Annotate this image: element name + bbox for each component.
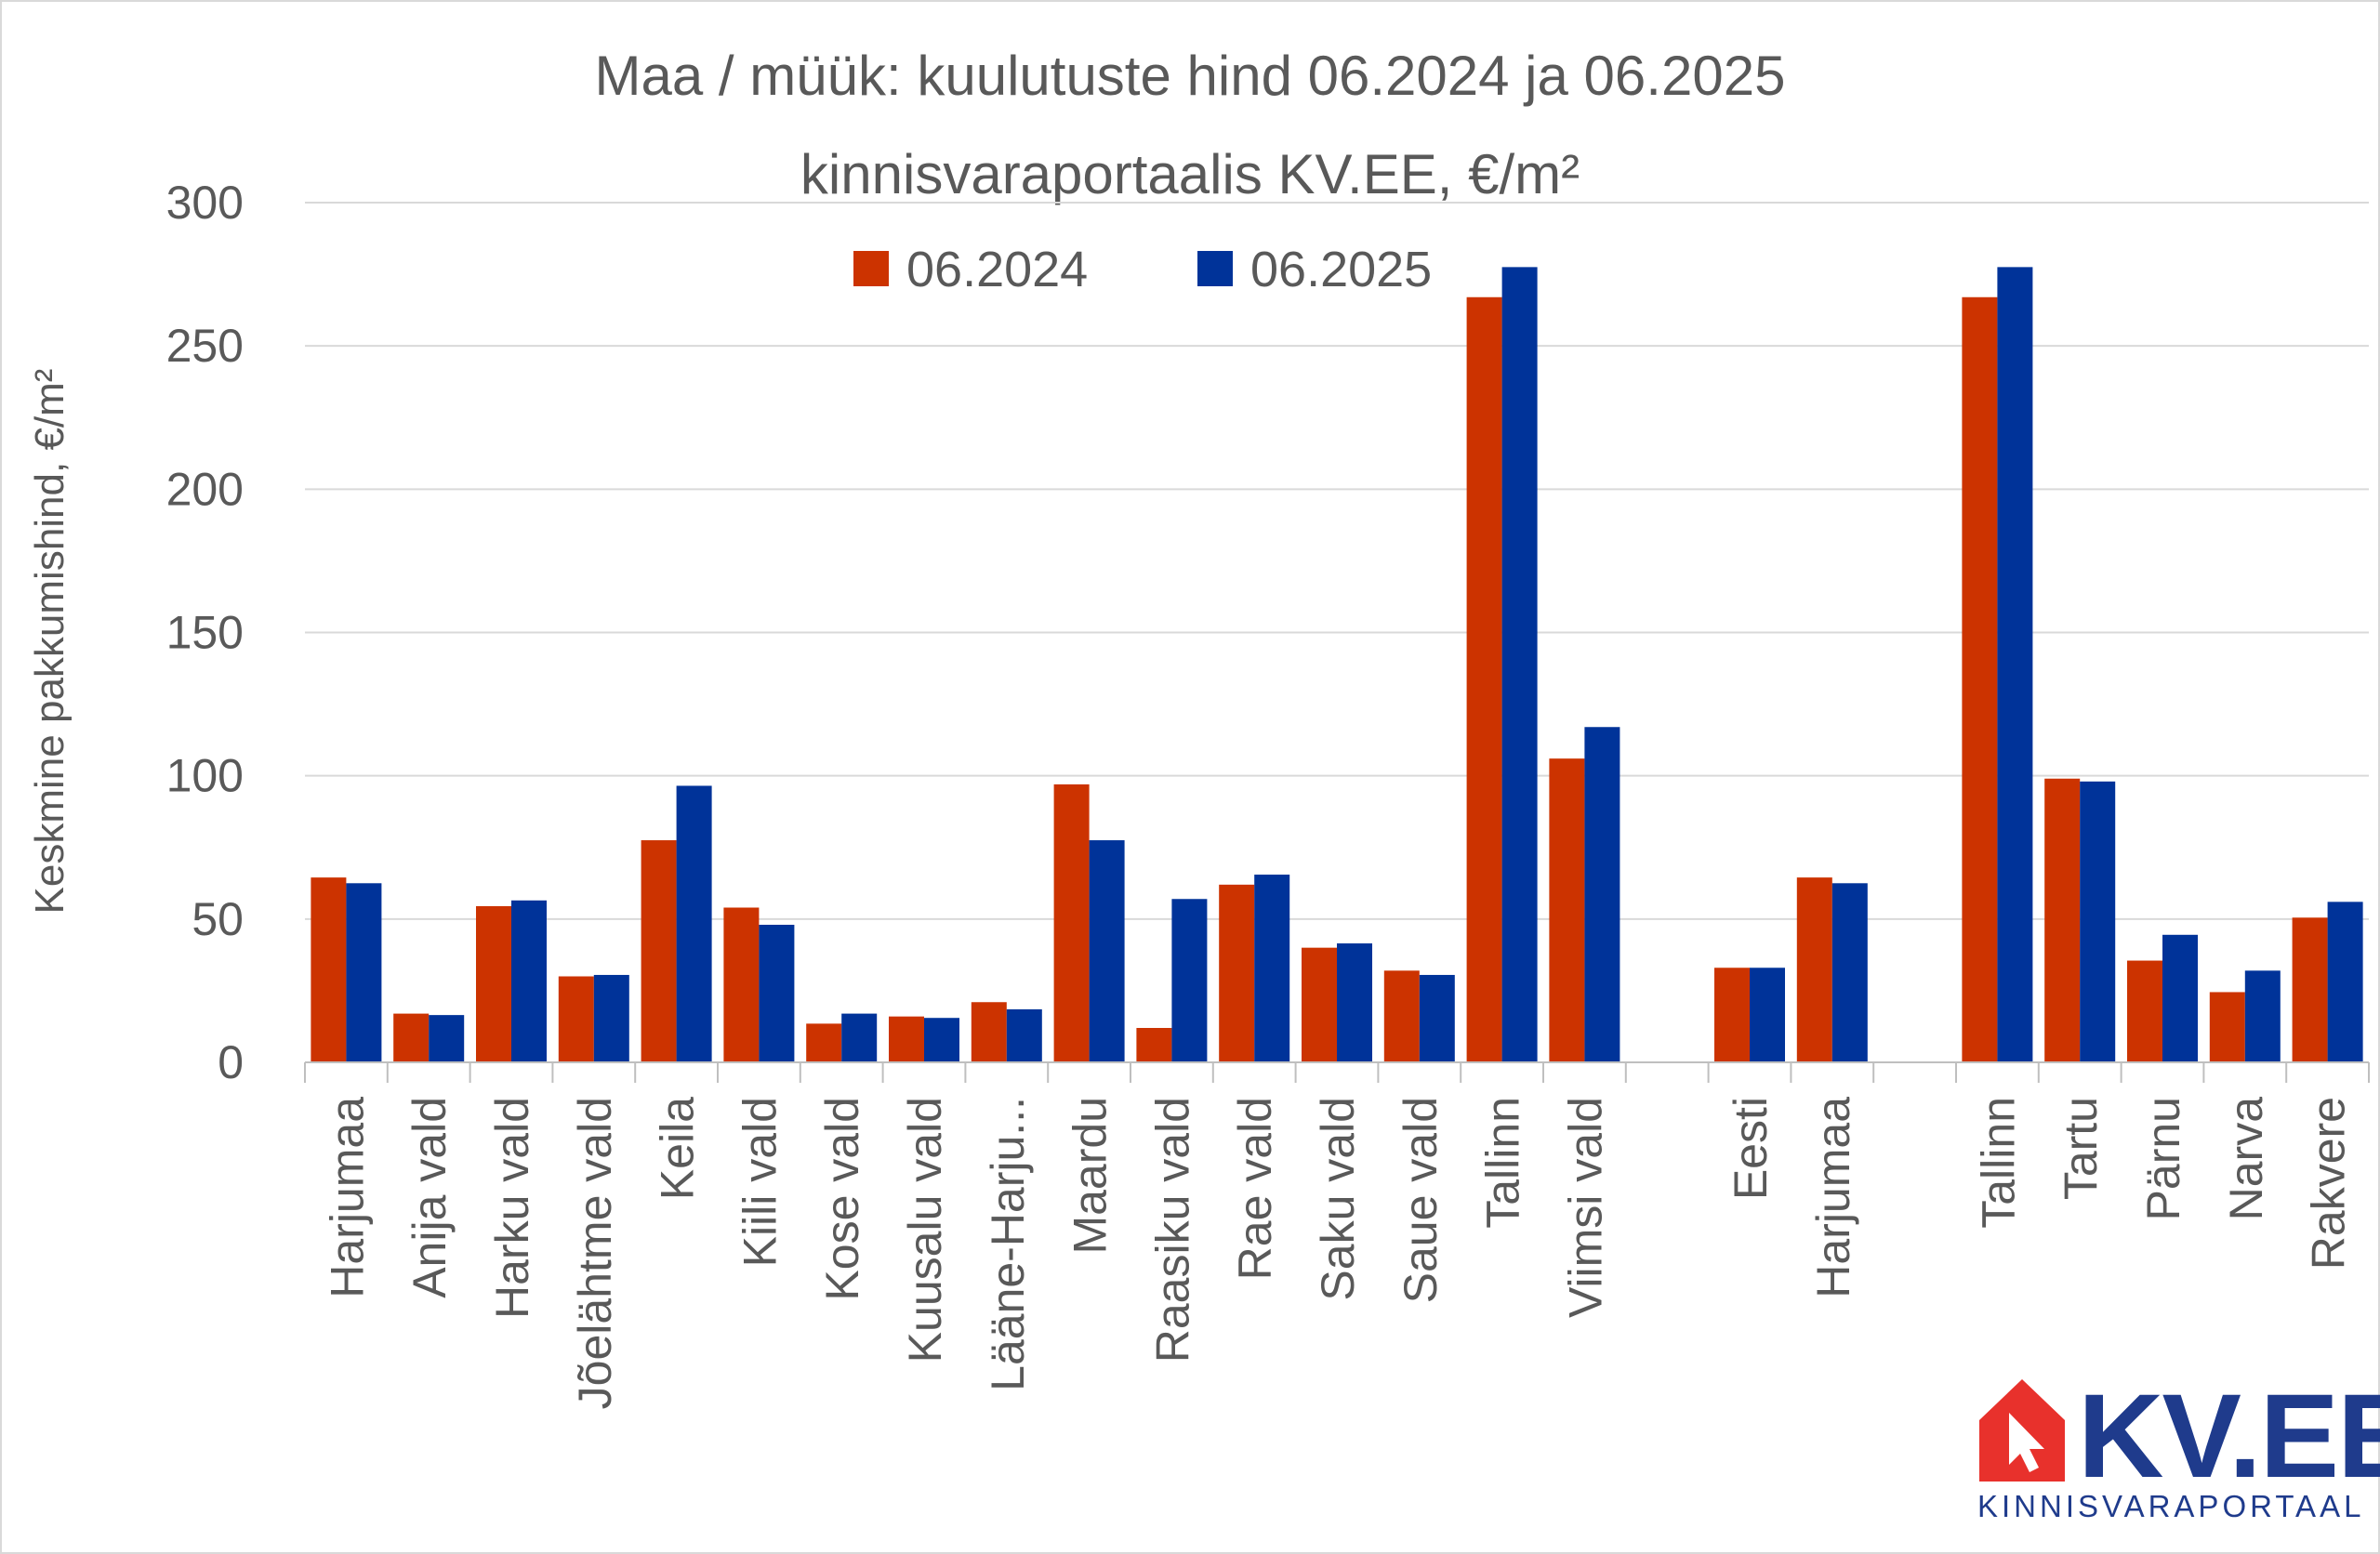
category-label: Pärnu [2137,1097,2189,1220]
bar-06-2024-17 [1714,968,1750,1062]
bar-06-2024-5 [723,907,760,1062]
bar-06-2025-24 [2327,902,2363,1062]
bar-06-2025-6 [841,1013,878,1062]
category-label: Viimsi vald [1559,1097,1611,1318]
category-label: Eesti [1725,1097,1777,1200]
bar-06-2024-10 [1136,1028,1172,1062]
y-tick-label: 100 [166,750,244,802]
y-tick-label: 0 [218,1036,244,1088]
legend-label-2024: 06.2024 [906,242,1088,297]
y-tick-label: 50 [192,893,244,945]
category-label: Rae vald [1229,1097,1281,1280]
bar-06-2025-21 [2080,781,2116,1062]
y-tick-label: 300 [166,177,244,229]
category-label: Anija vald [403,1097,456,1298]
bar-06-2024-9 [1053,784,1090,1062]
logo-brand: KV.EE [2078,1370,2380,1503]
category-label: Narva [2220,1097,2272,1221]
bar-06-2025-3 [593,974,629,1062]
bar-06-2024-2 [476,905,511,1062]
bar-06-2024-4 [641,840,677,1062]
bar-06-2024-8 [971,1002,1007,1062]
bar-06-2024-6 [806,1023,842,1062]
category-label: Harjumaa [321,1097,373,1298]
category-label: Tartu [2055,1097,2107,1200]
bar-06-2024-0 [311,877,347,1062]
category-label: Lääne-Harju... [982,1097,1034,1391]
bar-06-2025-10 [1171,899,1208,1062]
y-tick-label: 200 [166,463,244,515]
category-label: Kuusalu vald [899,1097,951,1363]
legend-label-2025: 06.2025 [1250,242,1432,297]
bar-06-2025-2 [511,900,547,1062]
bar-06-2024-11 [1219,884,1255,1062]
bar-06-2024-13 [1383,970,1420,1062]
bar-06-2025-20 [1997,267,2033,1062]
category-label: Rakvere [2303,1097,2355,1270]
category-label: Harjumaa [1807,1097,1859,1298]
bar-06-2025-22 [2162,934,2198,1062]
category-label: Kiili vald [734,1097,786,1267]
logo-tagline: KINNISVARAPORTAAL [1977,1489,2365,1523]
bar-06-2024-1 [393,1013,430,1062]
bar-06-2024-18 [1796,877,1832,1062]
bar-06-2025-17 [1750,968,1785,1062]
chart-title-line1: Maa / müük: kuulutuste hind 06.2024 ja 0… [595,45,1786,107]
bar-06-2024-14 [1466,296,1502,1062]
bar-06-2025-18 [1831,883,1868,1062]
bar-06-2025-11 [1254,875,1290,1062]
category-label: Tallinn [1972,1097,2024,1229]
bar-06-2025-14 [1501,267,1538,1062]
y-tick-label: 250 [166,320,244,372]
chart-title-line2: kinnisvaraportaalis KV.EE, €/m² [800,143,1580,205]
legend-swatch-2025 [1197,251,1233,286]
bar-06-2025-23 [2244,970,2281,1062]
bar-06-2025-7 [924,1018,959,1062]
category-label: Maardu [1064,1097,1117,1255]
bar-06-2025-8 [1006,1008,1042,1062]
bar-06-2025-1 [429,1015,465,1062]
category-label: Jõelähtme vald [569,1097,621,1409]
house-cursor-icon [1979,1379,2065,1482]
kv-ee-logo: KV.EE KINNISVARAPORTAAL [1976,1370,2380,1524]
y-axis-label: Keskmine pakkumishind, €/m² [27,369,73,915]
category-label: Saue vald [1395,1097,1447,1303]
category-label: Saku vald [1312,1097,1364,1301]
bar-06-2025-15 [1584,727,1620,1062]
bar-06-2024-15 [1549,758,1585,1062]
bar-06-2025-4 [676,785,712,1062]
bar-06-2025-0 [346,883,382,1062]
y-tick-label: 150 [166,607,244,659]
bar-06-2024-12 [1302,947,1337,1062]
category-label: Keila [652,1097,704,1200]
bar-06-2024-23 [2209,992,2245,1062]
bar-06-2024-20 [1962,296,1998,1062]
category-label: Tallinn [1477,1097,1529,1229]
bar-06-2024-22 [2127,960,2162,1062]
legend: 06.2024 06.2025 [853,242,1432,297]
bar-06-2024-3 [558,976,594,1062]
bar-06-2024-24 [2292,917,2328,1062]
bar-06-2024-21 [2044,778,2081,1062]
bar-06-2024-7 [889,1016,924,1062]
bar-06-2025-12 [1337,943,1372,1062]
legend-swatch-2024 [853,251,889,286]
bar-06-2025-5 [759,925,795,1062]
category-label: Harku vald [486,1097,538,1319]
bar-06-2025-9 [1089,840,1125,1062]
category-label: Kose vald [816,1097,868,1301]
bar-06-2025-13 [1419,974,1455,1062]
category-label: Raasiku vald [1146,1097,1198,1363]
